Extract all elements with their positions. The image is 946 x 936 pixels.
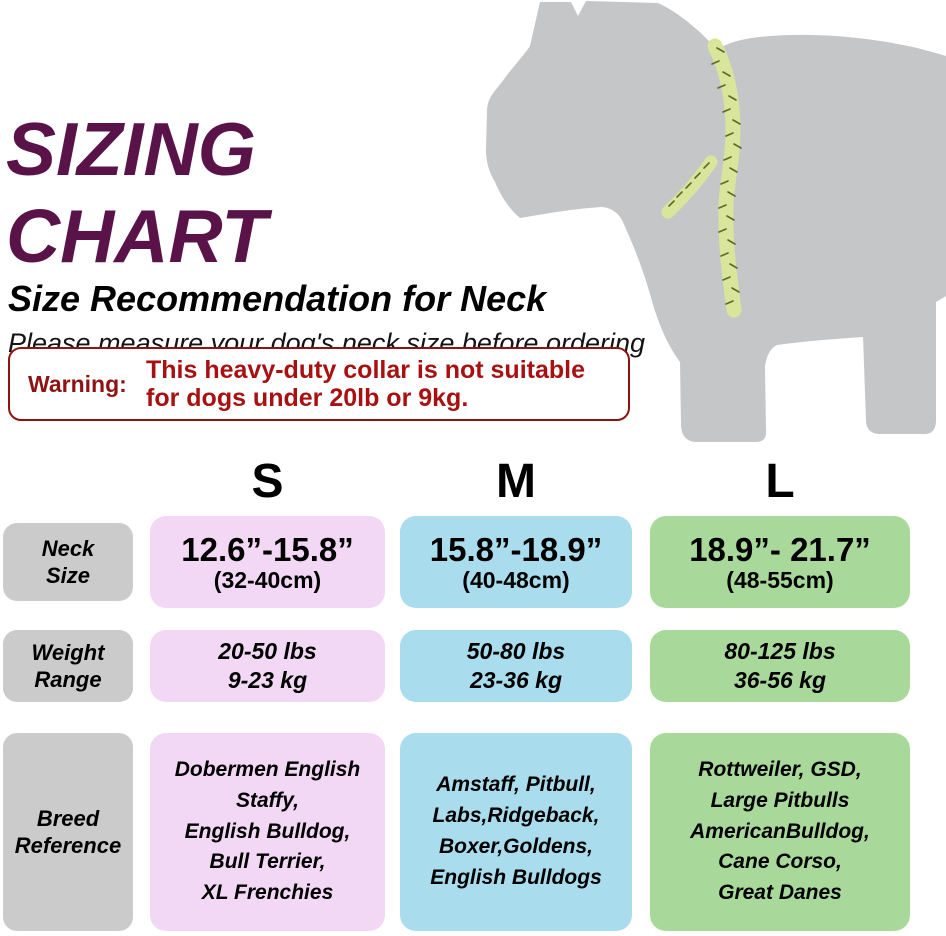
column-header-m: M — [496, 454, 536, 508]
breed-list: Dobermen English Staffy, English Bulldog… — [174, 757, 361, 905]
measuring-tape — [707, 38, 742, 318]
breed-cell-s: Dobermen English Staffy, English Bulldog… — [150, 733, 385, 931]
weight-range-row: Weight Range 20-50 lbs 9-23 kg 50-80 lbs… — [3, 630, 910, 702]
page-title: SIZING CHART — [6, 107, 268, 279]
weight-cell-l: 80-125 lbs 36-56 kg — [650, 630, 910, 702]
neck-size-row: Neck Size 12.6”-15.8” (32-40cm) 15.8”-18… — [3, 516, 910, 608]
row-label-weight-range: Weight Range — [3, 630, 133, 702]
neck-size-cell-m: 15.8”-18.9” (40-48cm) — [400, 516, 632, 608]
breed-reference-row: Breed Reference Dobermen English Staffy,… — [3, 733, 910, 931]
breed-cell-m: Amstaff, Pitbull, Labs,Ridgeback, Boxer,… — [400, 733, 632, 931]
neck-size-cell-l: 18.9”- 21.7” (48-55cm) — [650, 516, 910, 608]
weight-value: 80-125 lbs 36-56 kg — [724, 638, 836, 693]
neck-size-cm: (32-40cm) — [213, 566, 322, 593]
neck-size-cm: (48-55cm) — [726, 566, 834, 593]
row-label-neck-size: Neck Size — [3, 523, 133, 601]
corner-spacer — [3, 452, 133, 510]
warning-message: This heavy-duty collar is not suitable f… — [146, 356, 585, 412]
neck-size-inches: 15.8”-18.9” — [429, 530, 603, 568]
weight-value: 20-50 lbs 9-23 kg — [218, 638, 317, 693]
neck-size-inches: 18.9”- 21.7” — [689, 530, 871, 568]
dog-silhouette-icon — [486, 1, 946, 442]
weight-cell-m: 50-80 lbs 23-36 kg — [400, 630, 632, 702]
neck-size-inches: 12.6”-15.8” — [181, 530, 354, 568]
warning-label: Warning: — [28, 370, 127, 397]
column-header-l: L — [765, 454, 795, 508]
warning-box: Warning: This heavy-duty collar is not s… — [8, 347, 630, 421]
row-label-breed-reference: Breed Reference — [3, 733, 133, 931]
breed-list: Amstaff, Pitbull, Labs,Ridgeback, Boxer,… — [430, 773, 602, 889]
column-header-s: S — [251, 454, 284, 508]
size-header-row: S M L — [3, 452, 910, 510]
weight-value: 50-80 lbs 23-36 kg — [466, 638, 566, 693]
dog-illustration — [470, 0, 946, 450]
neck-size-cm: (40-48cm) — [462, 566, 570, 593]
subtitle: Size Recommendation for Neck — [8, 277, 547, 319]
breed-cell-l: Rottweiler, GSD, Large Pitbulls American… — [650, 733, 910, 931]
tape-tick-marks — [668, 47, 742, 305]
neck-size-cell-s: 12.6”-15.8” (32-40cm) — [150, 516, 385, 608]
weight-cell-s: 20-50 lbs 9-23 kg — [150, 630, 385, 702]
breed-list: Rottweiler, GSD, Large Pitbulls American… — [690, 757, 870, 905]
